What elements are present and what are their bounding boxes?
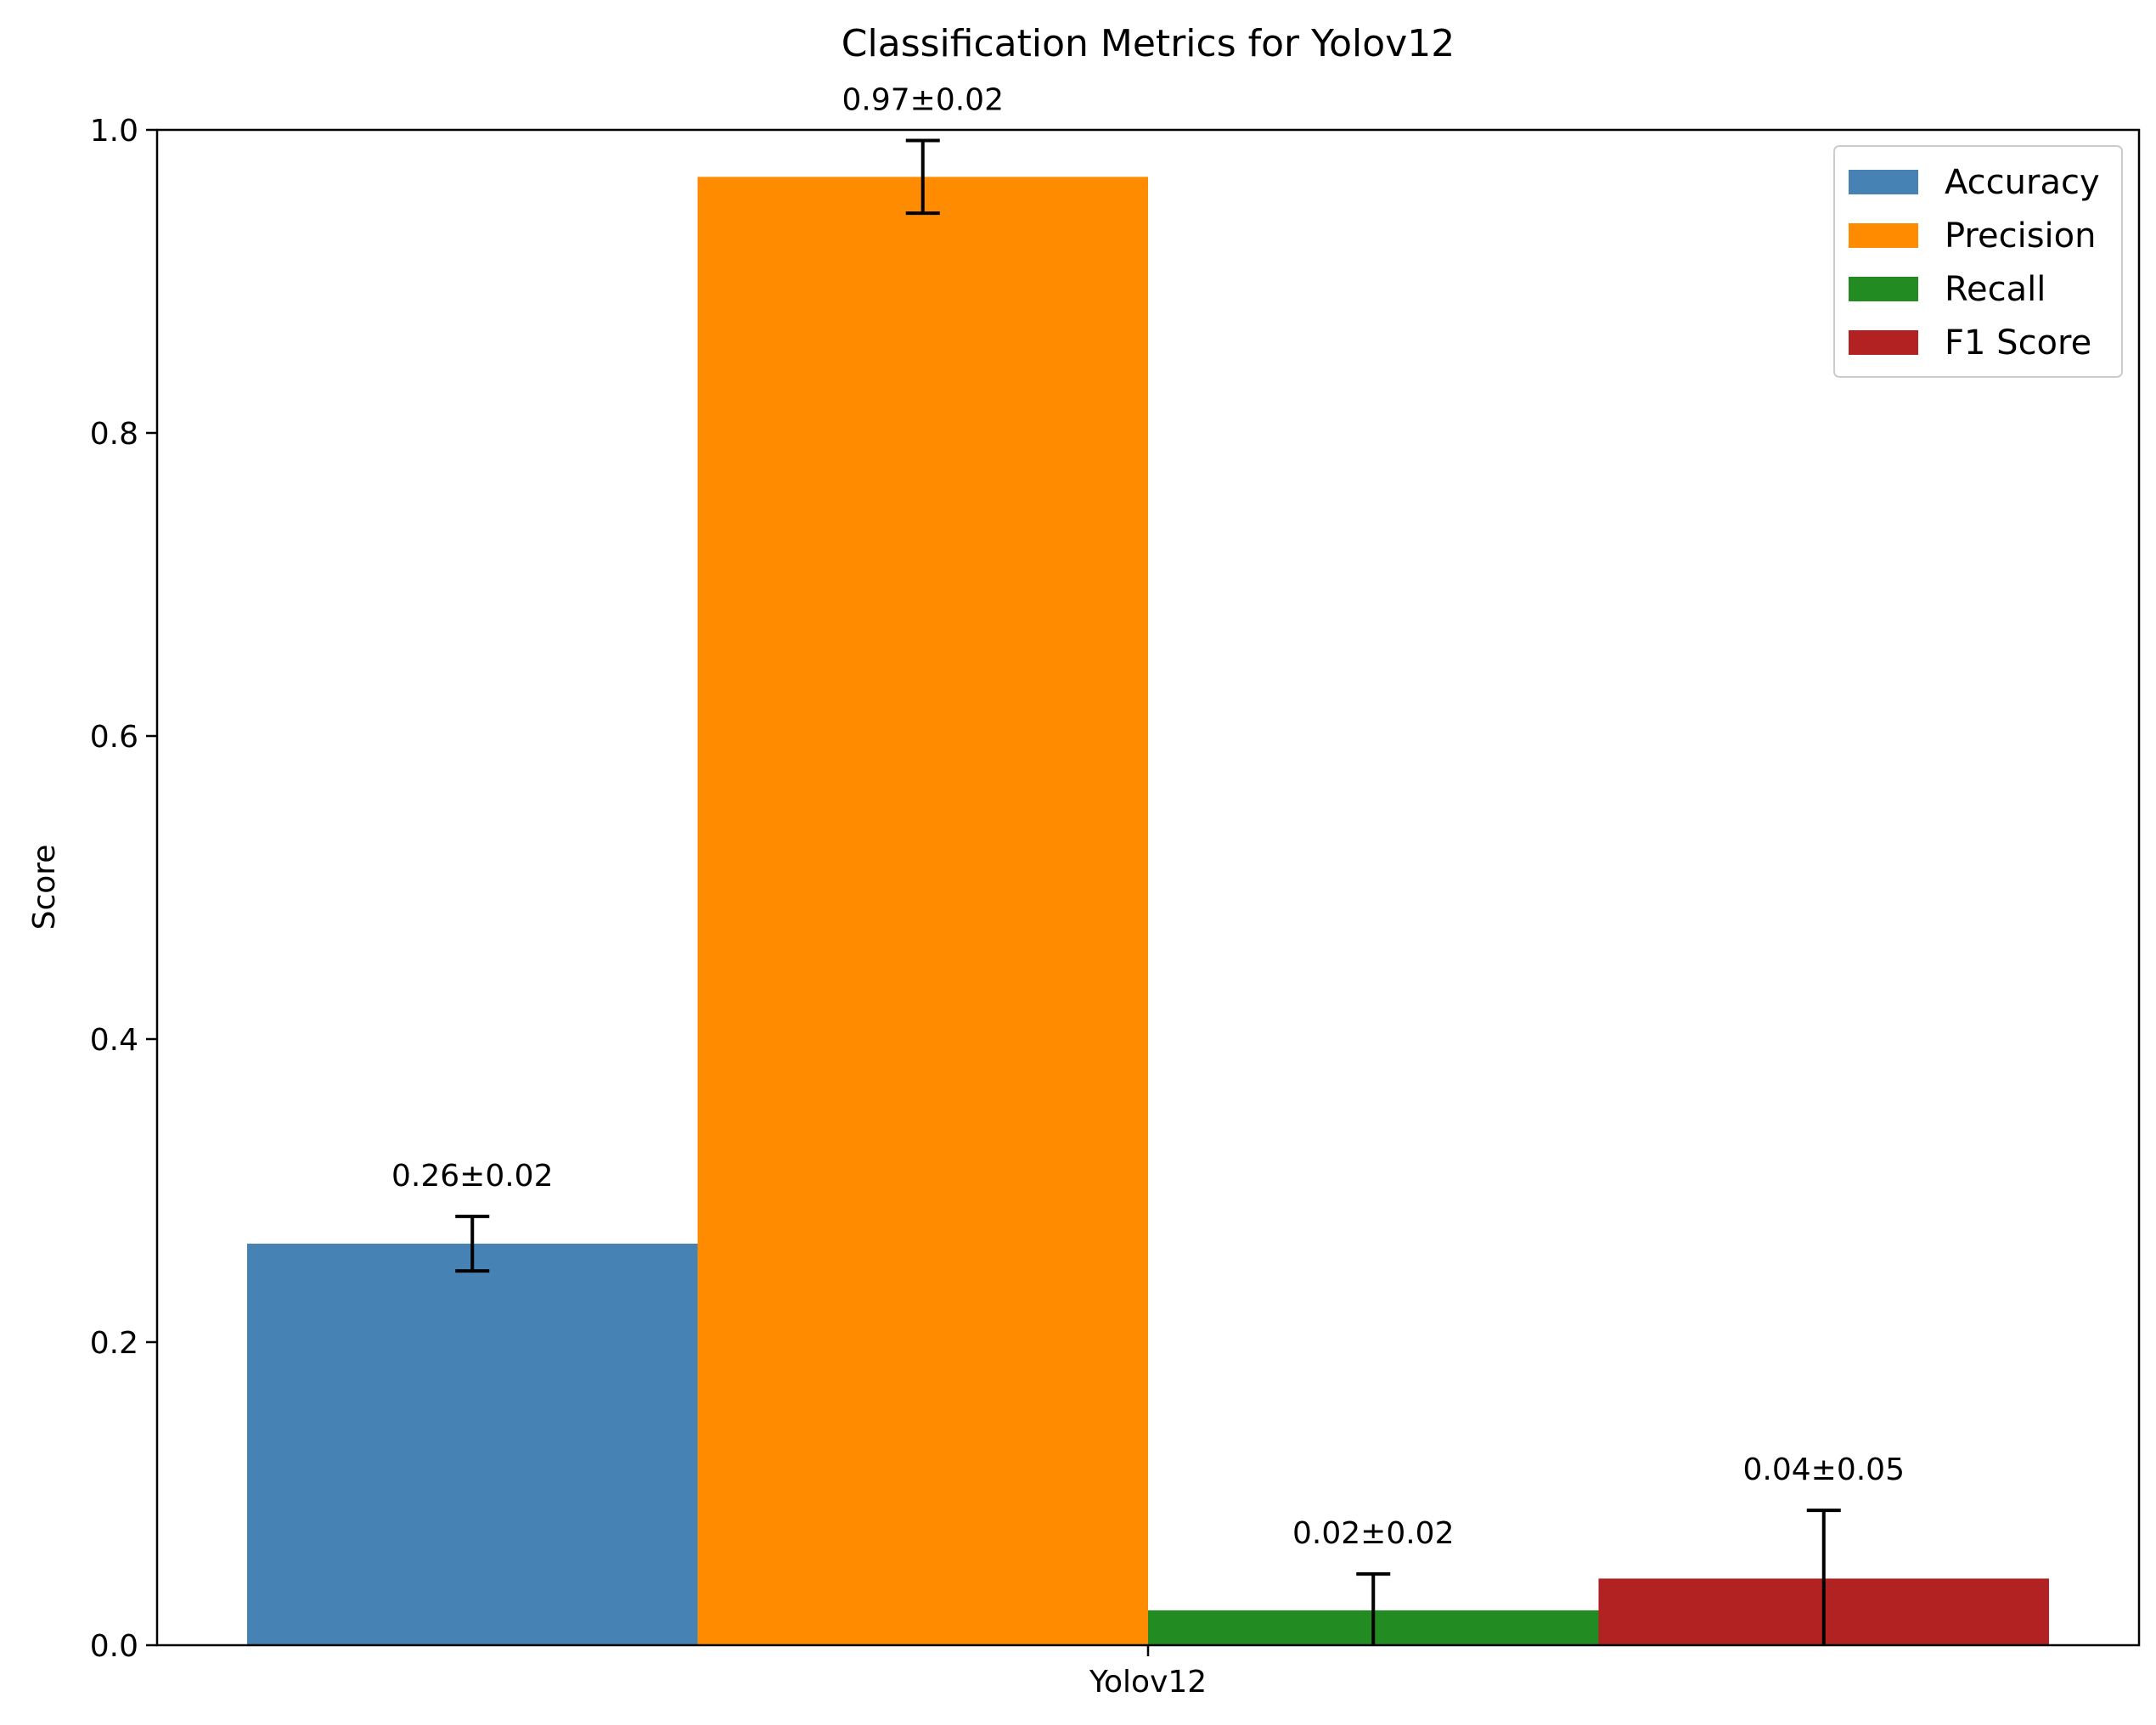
y-tick-label: 1.0 — [90, 114, 138, 149]
y-axis-label: Score — [27, 845, 62, 930]
chart-title: Classification Metrics for Yolov12 — [842, 22, 1455, 65]
y-tick-label: 0.0 — [90, 1629, 138, 1664]
legend: Accuracy Precision Recall F1 Score — [1833, 145, 2123, 378]
data-label-accuracy: 0.26±0.02 — [391, 1159, 553, 1194]
legend-label-precision: Precision — [1945, 216, 2096, 256]
data-label-recall: 0.02±0.02 — [1292, 1516, 1454, 1551]
data-label-group: 0.26±0.02 0.97±0.02 0.02±0.02 0.04±0.05 — [391, 82, 1905, 1551]
y-tick-label: 0.2 — [90, 1326, 138, 1361]
legend-swatch-accuracy — [1849, 170, 1918, 194]
legend-swatch-precision — [1849, 223, 1918, 248]
bar-accuracy — [247, 1243, 698, 1645]
legend-label-f1-score: F1 Score — [1945, 323, 2091, 362]
data-label-precision: 0.97±0.02 — [842, 82, 1004, 117]
y-tick-label: 0.6 — [90, 720, 138, 755]
x-tick-label: Yolov12 — [1089, 1665, 1207, 1700]
y-tick-label: 0.8 — [90, 417, 138, 452]
legend-box — [1833, 145, 2123, 378]
legend-label-accuracy: Accuracy — [1945, 163, 2100, 202]
legend-swatch-f1-score — [1849, 330, 1918, 355]
legend-label-recall: Recall — [1945, 270, 2046, 309]
y-tick-label: 0.4 — [90, 1023, 138, 1058]
data-label-f1-score: 0.04±0.05 — [1743, 1452, 1905, 1487]
legend-swatch-recall — [1849, 277, 1918, 301]
y-axis-ticks: 0.0 0.2 0.4 0.6 0.8 1.0 — [90, 114, 157, 1664]
error-bar-group — [455, 138, 1841, 1645]
bar-precision — [697, 177, 1148, 1646]
